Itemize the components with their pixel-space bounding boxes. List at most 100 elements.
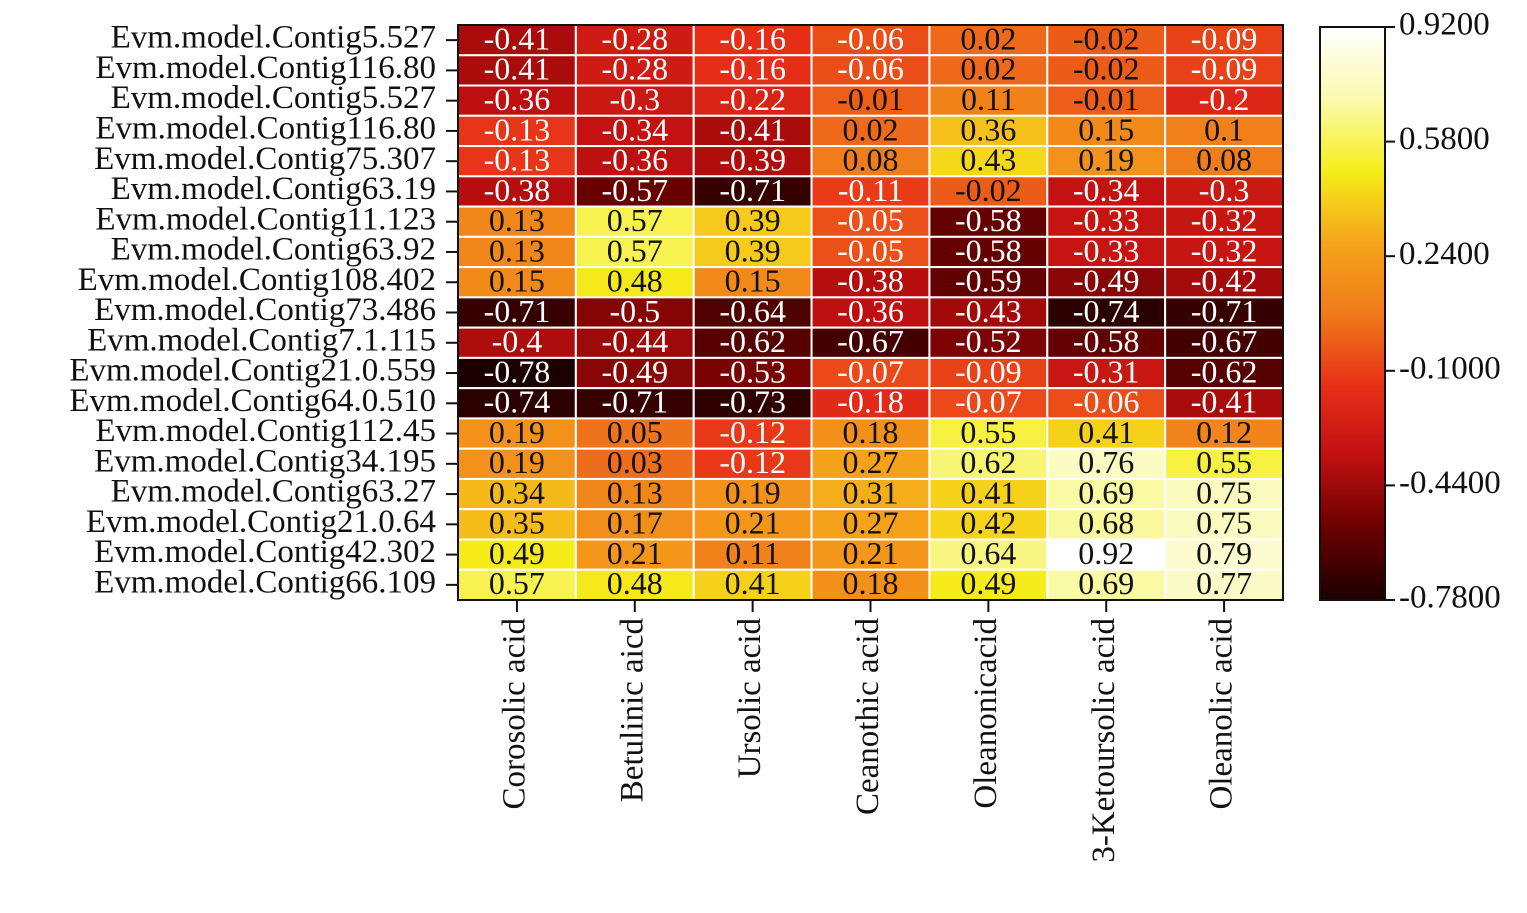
colorbar-tick-label: 0.9200 [1399,7,1490,43]
row-label: Evm.model.Contig5.527 [111,80,436,116]
heatmap-cell [928,477,1049,511]
cell-label: -0.22 [719,81,786,117]
row-label: Evm.model.Contig63.92 [111,232,436,268]
heatmap-cell [1046,387,1167,420]
cell-label: -0.49 [1073,263,1140,299]
heatmap-cell [810,387,931,420]
cell-label: -0.01 [1073,81,1140,117]
heatmap-cell [928,235,1049,269]
cell-label: 0.57 [607,232,663,268]
col-label: 3-Ketoursolic acid [1086,618,1122,863]
heatmap-cell [692,508,813,541]
cell-label: -0.57 [601,172,668,208]
cell-label: -0.71 [484,293,551,329]
cell-label: 0.75 [1196,474,1252,510]
cell-label: 0.41 [725,565,781,601]
cell-label: 0.13 [607,474,663,510]
cell-label: 0.13 [489,202,545,238]
cell-label: 0.18 [843,414,899,450]
colorbar-tick-label: -0.4400 [1399,465,1501,501]
heatmap-cell [692,387,813,420]
cell-label: 0.48 [607,263,663,299]
row-label: Evm.model.Contig63.27 [111,474,436,510]
cell-label: -0.41 [719,111,786,147]
heatmap-cell [1046,175,1167,208]
cell-label: 0.17 [607,505,663,541]
cell-label: 0.12 [1196,414,1252,450]
cell-label: 0.42 [960,505,1016,541]
heatmap-cell [928,24,1049,57]
cell-label: -0.74 [484,384,551,420]
heatmap-cell [928,145,1049,178]
cell-label: -0.01 [837,81,904,117]
heatmap-cell [1046,145,1167,178]
row-label: Evm.model.Contig66.109 [94,564,436,600]
row-label: Evm.model.Contig21.0.559 [69,353,436,389]
cell-label: -0.36 [601,142,668,178]
heatmap-cell [1164,417,1284,450]
cell-label: -0.13 [484,142,551,178]
row-label: Evm.model.Contig116.80 [95,50,436,86]
heatmap-cell [1164,114,1284,148]
cell-label: 0.27 [843,505,899,541]
row-label: Evm.model.Contig11.123 [95,201,436,237]
heatmap-cell [1046,84,1167,117]
colorbar-tick-label: 0.5800 [1399,121,1490,157]
cell-label: 0.15 [1078,111,1134,147]
heatmap-cell [692,84,813,117]
col-label: Oleanonicacid [968,618,1004,809]
heatmap-cell [1164,326,1284,359]
heatmap-cell [810,508,931,541]
cell-label: -0.07 [837,353,904,389]
cell-label: -0.18 [837,384,904,420]
cell-label: 0.49 [960,565,1016,601]
heatmap-cell [692,266,813,299]
heatmap-cell [457,387,577,420]
row-label: Evm.model.Contig7.1.115 [87,322,436,358]
cell-label: -0.36 [837,293,904,329]
cell-label: 0.62 [960,444,1016,480]
row-label: Evm.model.Contig64.0.510 [69,383,436,419]
heatmap-cell [1046,54,1167,87]
col-label: Corosolic acid [497,618,533,810]
heatmap-cell [1046,114,1167,148]
cell-label: 0.02 [960,51,1016,87]
heatmap-cell [810,477,931,511]
cell-label: -0.36 [484,81,551,117]
cell-label: 0.21 [607,535,663,571]
heatmap-cell [928,387,1049,420]
cell-label: -0.28 [601,20,668,56]
cell-label: 0.39 [725,202,781,238]
cell-label: -0.16 [719,20,786,56]
heatmap-cell [1164,538,1284,571]
heatmap-cell [928,326,1049,359]
heatmap-cell [1046,568,1167,601]
cell-label: -0.06 [1073,384,1140,420]
heatmap-cell [574,508,695,541]
heatmap-cell [692,417,813,450]
cell-label: -0.09 [1191,51,1258,87]
heatmap-cell [692,114,813,148]
heatmap-cell [810,54,931,87]
cell-label: -0.09 [1191,20,1258,56]
heatmap-cell [457,326,577,359]
heatmap-cell [928,84,1049,117]
heatmap-cell [574,84,695,117]
cell-label: -0.42 [1191,263,1258,299]
cell-label: -0.67 [837,323,904,359]
cell-label: 0.43 [960,142,1016,178]
cell-label: 0.92 [1078,535,1134,571]
col-label: Ursolic acid [732,618,768,779]
cell-label: 0.79 [1196,535,1252,571]
row-label: Evm.model.Contig75.307 [94,141,436,177]
cell-label: -0.4 [492,323,543,359]
cell-label: 0.19 [489,414,545,450]
cell-label: -0.58 [955,202,1022,238]
cell-label: 0.41 [1078,414,1134,450]
heatmap-cell [692,447,813,480]
heatmap-cell [1046,447,1167,480]
heatmap-cell [574,24,695,57]
heatmap-cell [457,24,577,57]
cell-label: 0.11 [725,535,780,571]
